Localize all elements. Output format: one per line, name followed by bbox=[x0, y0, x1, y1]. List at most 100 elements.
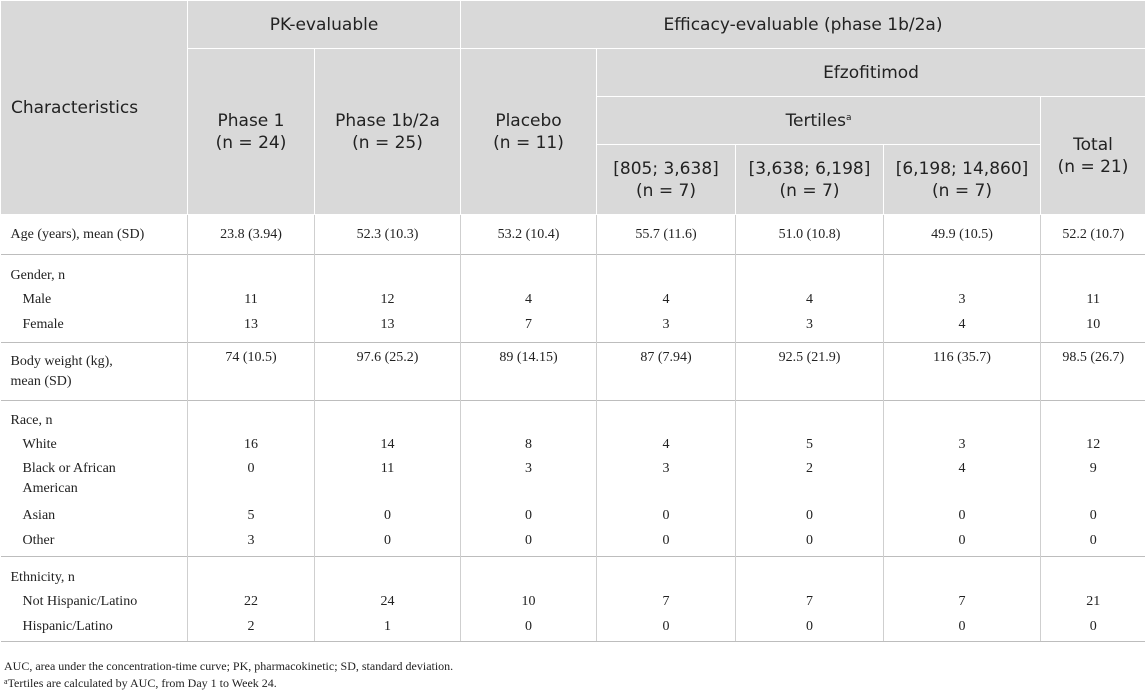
cell: 4 bbox=[883, 456, 1041, 503]
cell: 4 bbox=[735, 287, 884, 313]
table-row: Race, n bbox=[0, 400, 1145, 433]
cell: 8 bbox=[460, 432, 597, 457]
cell: 10 bbox=[460, 589, 597, 615]
cell: 87 (7.94) bbox=[596, 342, 736, 401]
cell: 52.2 (10.7) bbox=[1040, 214, 1145, 255]
cell: 10 bbox=[1040, 312, 1145, 343]
cell: 97.6 (25.2) bbox=[313, 342, 461, 401]
row-label: Female bbox=[22, 316, 64, 332]
cell: 11 bbox=[187, 287, 315, 313]
table-row: Body weight (kg), mean (SD) 74 (10.5) 97.… bbox=[0, 342, 1145, 401]
cell: 7 bbox=[735, 589, 884, 615]
cell: 16 bbox=[187, 432, 315, 457]
cell: 116 (35.7) bbox=[883, 342, 1041, 401]
cell: 4 bbox=[596, 287, 736, 313]
row-label: White bbox=[22, 436, 57, 452]
header-tertiles: Tertilesa bbox=[596, 96, 1042, 145]
cell: 0 bbox=[596, 502, 736, 529]
group-label: Gender, n bbox=[0, 254, 188, 288]
cell: 55.7 (11.6) bbox=[596, 214, 736, 255]
header-phase1: Phase 1 (n = 24) bbox=[187, 48, 315, 215]
cell: 12 bbox=[1040, 432, 1145, 457]
cell: 0 bbox=[460, 502, 597, 529]
table-header: Characteristics PK-evaluable Efficacy-ev… bbox=[0, 0, 1145, 215]
cell: 7 bbox=[883, 589, 1041, 615]
footnote-abbreviations: AUC, area under the concentration-time c… bbox=[4, 659, 454, 673]
table-row: Age (years), mean (SD) 23.8 (3.94) 52.3 … bbox=[0, 214, 1145, 255]
cell: 11 bbox=[1040, 287, 1145, 313]
cell: 21 bbox=[1040, 589, 1145, 615]
cell: 0 bbox=[313, 502, 461, 529]
cell: 14 bbox=[313, 432, 461, 457]
row-label: Black or African American bbox=[22, 460, 116, 496]
cell: 0 bbox=[596, 528, 736, 557]
cell: 1 bbox=[313, 614, 461, 642]
cell: 2 bbox=[187, 614, 315, 642]
cell: 24 bbox=[313, 589, 461, 615]
cell: 0 bbox=[313, 528, 461, 557]
cell: 3 bbox=[883, 432, 1041, 457]
cell: 52.3 (10.3) bbox=[313, 214, 461, 255]
header-tertile-3: [6,198; 14,860] (n = 7) bbox=[883, 144, 1042, 215]
header-tertile-2: [3,638; 6,198] (n = 7) bbox=[735, 144, 885, 215]
table-row: White 16 14 8 4 5 3 12 bbox=[1, 432, 1145, 457]
table-row: Not Hispanic/Latino 22 24 10 7 7 7 21 bbox=[1, 589, 1145, 615]
cell: 7 bbox=[460, 312, 597, 343]
row-label: Other bbox=[22, 532, 55, 548]
cell: 5 bbox=[187, 502, 315, 529]
cell: 3 bbox=[187, 528, 315, 557]
cell: 2 bbox=[735, 456, 884, 503]
cell: 3 bbox=[596, 312, 736, 343]
header-efficacy-evaluable: Efficacy-evaluable (phase 1b/2a) bbox=[460, 0, 1145, 49]
table-footnotes: AUC, area under the concentration-time c… bbox=[4, 658, 453, 692]
cell: 0 bbox=[596, 614, 736, 642]
cell: 23.8 (3.94) bbox=[187, 214, 315, 255]
cell: 0 bbox=[883, 502, 1041, 529]
header-placebo: Placebo (n = 11) bbox=[460, 48, 598, 215]
row-label: Body weight (kg), mean (SD) bbox=[0, 342, 188, 401]
cell: 13 bbox=[187, 312, 315, 343]
cell: 0 bbox=[883, 528, 1041, 557]
header-phase1b2a: Phase 1b/2a (n = 25) bbox=[313, 48, 462, 215]
cell: 0 bbox=[735, 614, 884, 642]
cell: 3 bbox=[460, 456, 597, 503]
table-body: Age (years), mean (SD) 23.8 (3.94) 52.3 … bbox=[0, 214, 1145, 642]
cell: 7 bbox=[596, 589, 736, 615]
cell: 22 bbox=[187, 589, 315, 615]
row-label: Age (years), mean (SD) bbox=[0, 214, 188, 255]
cell: 4 bbox=[596, 432, 736, 457]
cell: 0 bbox=[1040, 528, 1145, 557]
table-row: Ethnicity, n bbox=[0, 556, 1145, 590]
cell: 98.5 (26.7) bbox=[1040, 342, 1145, 401]
table-row: Hispanic/Latino 2 1 0 0 0 0 0 bbox=[0, 614, 1145, 642]
cell: 49.9 (10.5) bbox=[883, 214, 1041, 255]
cell: 0 bbox=[187, 456, 315, 503]
row-label: Asian bbox=[22, 507, 56, 523]
cell: 74 (10.5) bbox=[187, 342, 315, 401]
table-row: Asian 5 0 0 0 0 0 0 bbox=[1, 502, 1145, 529]
row-label: Male bbox=[22, 292, 52, 307]
table-row: Gender, n bbox=[0, 254, 1145, 288]
cell: 13 bbox=[313, 312, 461, 343]
cell: 0 bbox=[883, 614, 1041, 642]
cell: 0 bbox=[1040, 614, 1145, 642]
cell: 4 bbox=[460, 287, 597, 313]
table-row: Male 11 12 4 4 4 3 11 bbox=[1, 287, 1145, 313]
cell: 89 (14.15) bbox=[460, 342, 597, 401]
header-efzofitimod: Efzofitimod bbox=[596, 48, 1145, 97]
cell: 51.0 (10.8) bbox=[735, 214, 884, 255]
footnote-tertiles: aTertiles are calculated by AUC, from Da… bbox=[4, 676, 277, 690]
group-label: Ethnicity, n bbox=[0, 556, 188, 590]
cell: 0 bbox=[460, 614, 597, 642]
cell: 3 bbox=[883, 287, 1041, 313]
cell: 3 bbox=[596, 456, 736, 503]
cell: 92.5 (21.9) bbox=[735, 342, 884, 401]
header-pk-evaluable: PK-evaluable bbox=[186, 0, 462, 49]
header-tertile-1: [805; 3,638] (n = 7) bbox=[596, 144, 737, 215]
cell: 0 bbox=[735, 528, 884, 557]
cell: 9 bbox=[1040, 456, 1145, 503]
characteristics-table: Characteristics PK-evaluable Efficacy-ev… bbox=[0, 0, 1145, 642]
row-label: Hispanic/Latino bbox=[0, 614, 188, 642]
cell: 3 bbox=[735, 312, 884, 343]
header-total: Total (n = 21) bbox=[1040, 96, 1145, 215]
